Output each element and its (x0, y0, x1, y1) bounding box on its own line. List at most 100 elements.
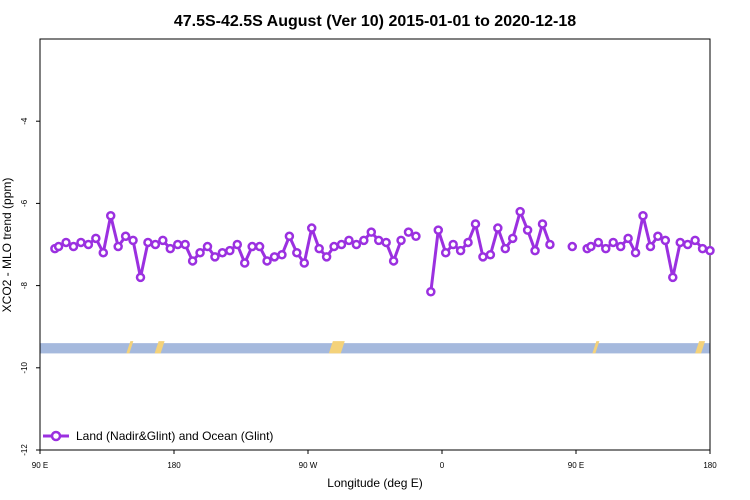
chart-title: 47.5S-42.5S August (Ver 10) 2015-01-01 t… (174, 13, 576, 30)
data-point (76, 237, 86, 248)
data-point (225, 245, 235, 256)
x-axis-label: Longitude (deg E) (327, 476, 422, 490)
y-tick-label: -8 (20, 281, 29, 289)
data-point (411, 231, 421, 242)
data-point (247, 241, 257, 252)
data-point (433, 225, 444, 235)
data-point (239, 258, 250, 268)
data-point (135, 272, 146, 283)
data-series (50, 206, 715, 297)
data-point (277, 250, 287, 260)
legend: Land (Nadir&Glint) and Ocean (Glint) (43, 429, 273, 443)
data-point (396, 235, 406, 246)
land-band-segment (592, 341, 600, 354)
land-band-segment (154, 341, 165, 354)
x-tick-label: 180 (703, 461, 717, 470)
x-tick-label: 90 W (299, 461, 318, 470)
x-tick-label: 0 (440, 461, 445, 470)
data-point (262, 256, 272, 266)
data-point (630, 247, 641, 258)
data-point (180, 239, 190, 250)
data-point (61, 237, 71, 248)
legend-marker (50, 430, 62, 442)
data-point (329, 241, 339, 252)
land-band-segment (695, 341, 706, 354)
data-point (120, 231, 131, 242)
data-point (202, 241, 213, 252)
data-point (284, 231, 295, 242)
data-point (68, 241, 79, 252)
data-point (143, 237, 153, 248)
data-point (158, 235, 168, 246)
data-point (653, 231, 663, 242)
data-point (455, 245, 466, 256)
x-tick-label: 180 (167, 461, 181, 470)
axis-ticks: 90 E 180 90 W 0 90 E 180 -4 -6 -8 -10 -12 (20, 117, 717, 470)
data-point (448, 239, 458, 250)
data-point (187, 256, 198, 266)
data-point (217, 247, 228, 258)
data-point (507, 233, 518, 244)
data-point (366, 227, 377, 237)
data-point (336, 239, 347, 250)
y-tick-label: -4 (20, 117, 29, 125)
data-point (682, 239, 693, 250)
data-point (105, 210, 116, 221)
data-point (567, 241, 578, 252)
data-point (668, 272, 678, 283)
data-point (485, 250, 496, 260)
data-point (426, 287, 436, 297)
data-point (522, 225, 533, 235)
data-point (172, 239, 183, 250)
data-point (344, 235, 354, 246)
data-point (478, 252, 488, 262)
data-point (321, 252, 332, 262)
data-point (210, 252, 220, 262)
data-point (403, 227, 414, 237)
data-point (53, 241, 64, 252)
data-point (113, 241, 123, 252)
data-point (232, 239, 243, 250)
data-point (638, 210, 648, 221)
x-tick-label: 90 E (568, 461, 584, 470)
data-point (660, 235, 671, 246)
ocean-band (40, 343, 710, 354)
data-point (530, 245, 540, 256)
data-point (292, 247, 302, 258)
data-point (269, 252, 280, 262)
y-tick-label: -10 (20, 361, 29, 373)
data-point (463, 237, 473, 248)
data-point (537, 219, 548, 229)
y-tick-label: -6 (20, 199, 29, 207)
data-point (351, 239, 362, 250)
data-point (165, 243, 176, 254)
data-point (306, 223, 317, 233)
data-point (586, 241, 596, 252)
data-point (697, 243, 708, 254)
data-point (615, 241, 626, 252)
data-point (608, 237, 618, 248)
data-point (373, 235, 384, 246)
data-point (388, 256, 399, 266)
data-point (601, 243, 611, 254)
data-point (675, 237, 685, 248)
land-ocean-band (40, 341, 710, 354)
data-point (470, 219, 481, 229)
data-point (314, 243, 324, 254)
data-point (493, 223, 503, 233)
data-point (593, 237, 604, 248)
data-point (545, 239, 555, 250)
land-band-segment (126, 341, 134, 354)
data-point (381, 237, 391, 248)
y-tick-label: -12 (20, 444, 29, 456)
land-band-segment (328, 341, 345, 354)
data-point (98, 247, 109, 258)
data-point (500, 243, 511, 254)
data-point (91, 233, 101, 244)
data-point (440, 247, 451, 258)
data-point (150, 239, 161, 250)
data-point (128, 235, 138, 246)
data-point (623, 233, 633, 244)
data-point (705, 245, 715, 256)
